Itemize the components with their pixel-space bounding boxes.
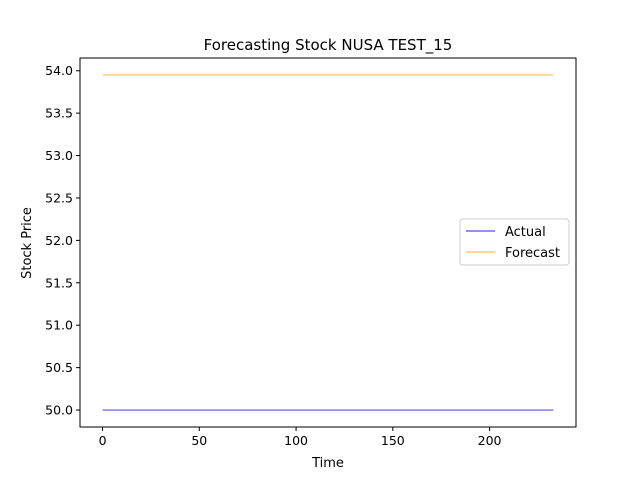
chart-title: Forecasting Stock NUSA TEST_15	[204, 36, 453, 55]
y-tick-label: 50.5	[45, 360, 73, 375]
x-tick-label: 100	[284, 433, 308, 448]
y-tick-label: 53.5	[45, 106, 73, 121]
x-tick-label: 0	[99, 433, 107, 448]
y-tick-label: 53.0	[45, 148, 73, 163]
axes-frame	[79, 57, 577, 428]
x-tick-label: 50	[191, 433, 207, 448]
y-tick-label: 54.0	[45, 63, 73, 78]
y-tick-label: 52.5	[45, 190, 73, 205]
y-tick-label: 52.0	[45, 233, 73, 248]
legend-label-actual: Actual	[505, 225, 546, 240]
y-axis: 50.0 50.5 51.0 51.5 52.0 52.5 53.0 53.5 54.0	[45, 63, 80, 418]
x-tick-label: 200	[478, 433, 502, 448]
y-axis-label: Stock Price	[20, 207, 35, 279]
y-tick-label: 51.0	[45, 318, 73, 333]
x-axis: 0 50 100 150 200	[99, 427, 502, 448]
y-tick-label: 50.0	[45, 403, 73, 418]
legend-label-forecast: Forecast	[505, 246, 560, 261]
legend: Actual Forecast	[459, 218, 570, 266]
plot-area	[102, 74, 554, 411]
y-tick-label: 51.5	[45, 275, 73, 290]
x-tick-label: 150	[381, 433, 405, 448]
x-axis-label: Time	[311, 456, 344, 471]
